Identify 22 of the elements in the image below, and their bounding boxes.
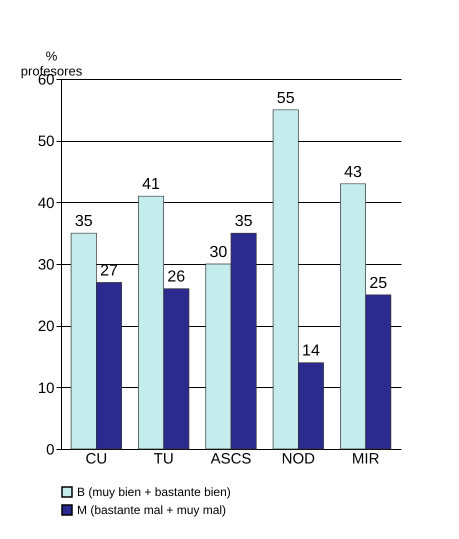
- legend-label: B (muy bien + bastante bien): [77, 485, 231, 499]
- x-tick-label: MIR: [352, 450, 380, 468]
- data-label: 35: [234, 213, 253, 230]
- y-tick-label: 30: [38, 256, 54, 274]
- x-tick-label: NOD: [282, 450, 316, 468]
- data-label: 30: [209, 244, 228, 261]
- x-tick-label: ASCS: [210, 450, 252, 468]
- data-label: 14: [302, 342, 320, 360]
- data-label: 26: [167, 268, 186, 286]
- data-label: 25: [369, 274, 388, 292]
- y-tick-label: 0: [46, 442, 54, 458]
- data-label: 35: [74, 213, 93, 230]
- y-tick-label: 50: [38, 133, 54, 150]
- data-label: 41: [142, 176, 160, 194]
- x-tick-label: CU: [86, 450, 108, 468]
- data-label: 43: [344, 164, 362, 181]
- y-tick-label: 40: [38, 194, 54, 212]
- x-tick-label: TU: [154, 450, 174, 468]
- y-tick-label: 20: [38, 318, 54, 336]
- data-label: 55: [276, 90, 295, 107]
- y-tick-label: 10: [38, 380, 54, 397]
- legend-label: M (bastante mal + muy mal): [77, 503, 226, 517]
